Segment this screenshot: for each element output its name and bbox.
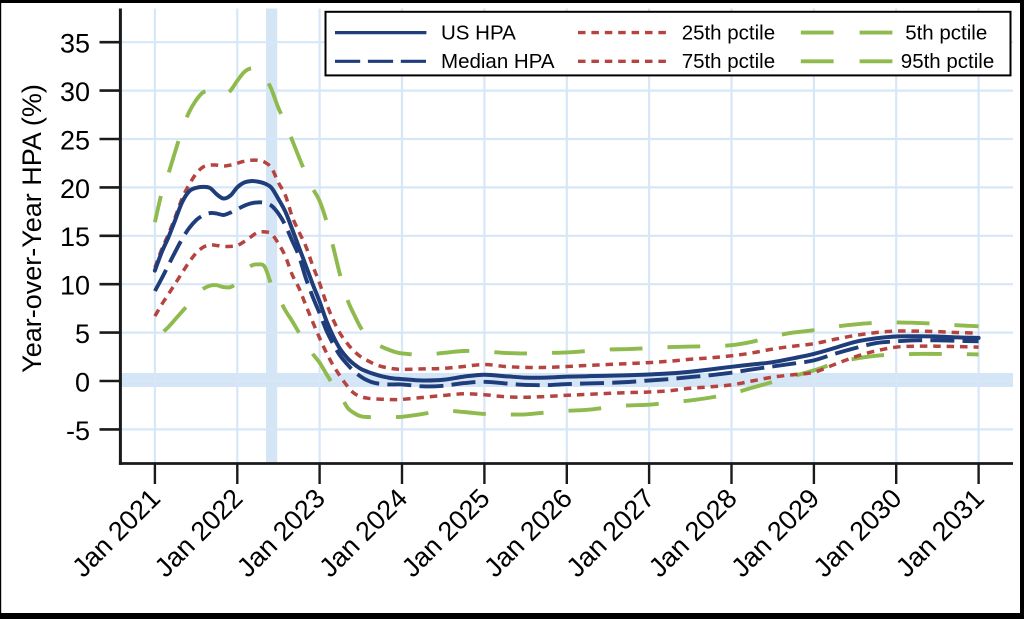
svg-text:35: 35 (60, 29, 90, 59)
svg-text:Median HPA: Median HPA (441, 50, 555, 73)
svg-text:25: 25 (60, 125, 90, 155)
svg-text:95th pctile: 95th pctile (901, 50, 994, 73)
svg-text:Year-over-Year HPA (%): Year-over-Year HPA (%) (17, 84, 47, 373)
svg-text:15: 15 (60, 222, 90, 252)
svg-text:30: 30 (60, 77, 90, 107)
svg-text:5: 5 (75, 319, 90, 349)
svg-text:10: 10 (60, 271, 90, 301)
svg-text:25th pctile: 25th pctile (682, 22, 775, 45)
svg-text:0: 0 (75, 367, 90, 397)
svg-text:75th pctile: 75th pctile (682, 50, 775, 73)
svg-text:5th pctile: 5th pctile (905, 22, 987, 45)
svg-text:-5: -5 (66, 416, 90, 446)
svg-text:20: 20 (60, 174, 90, 204)
svg-text:US HPA: US HPA (441, 22, 516, 45)
